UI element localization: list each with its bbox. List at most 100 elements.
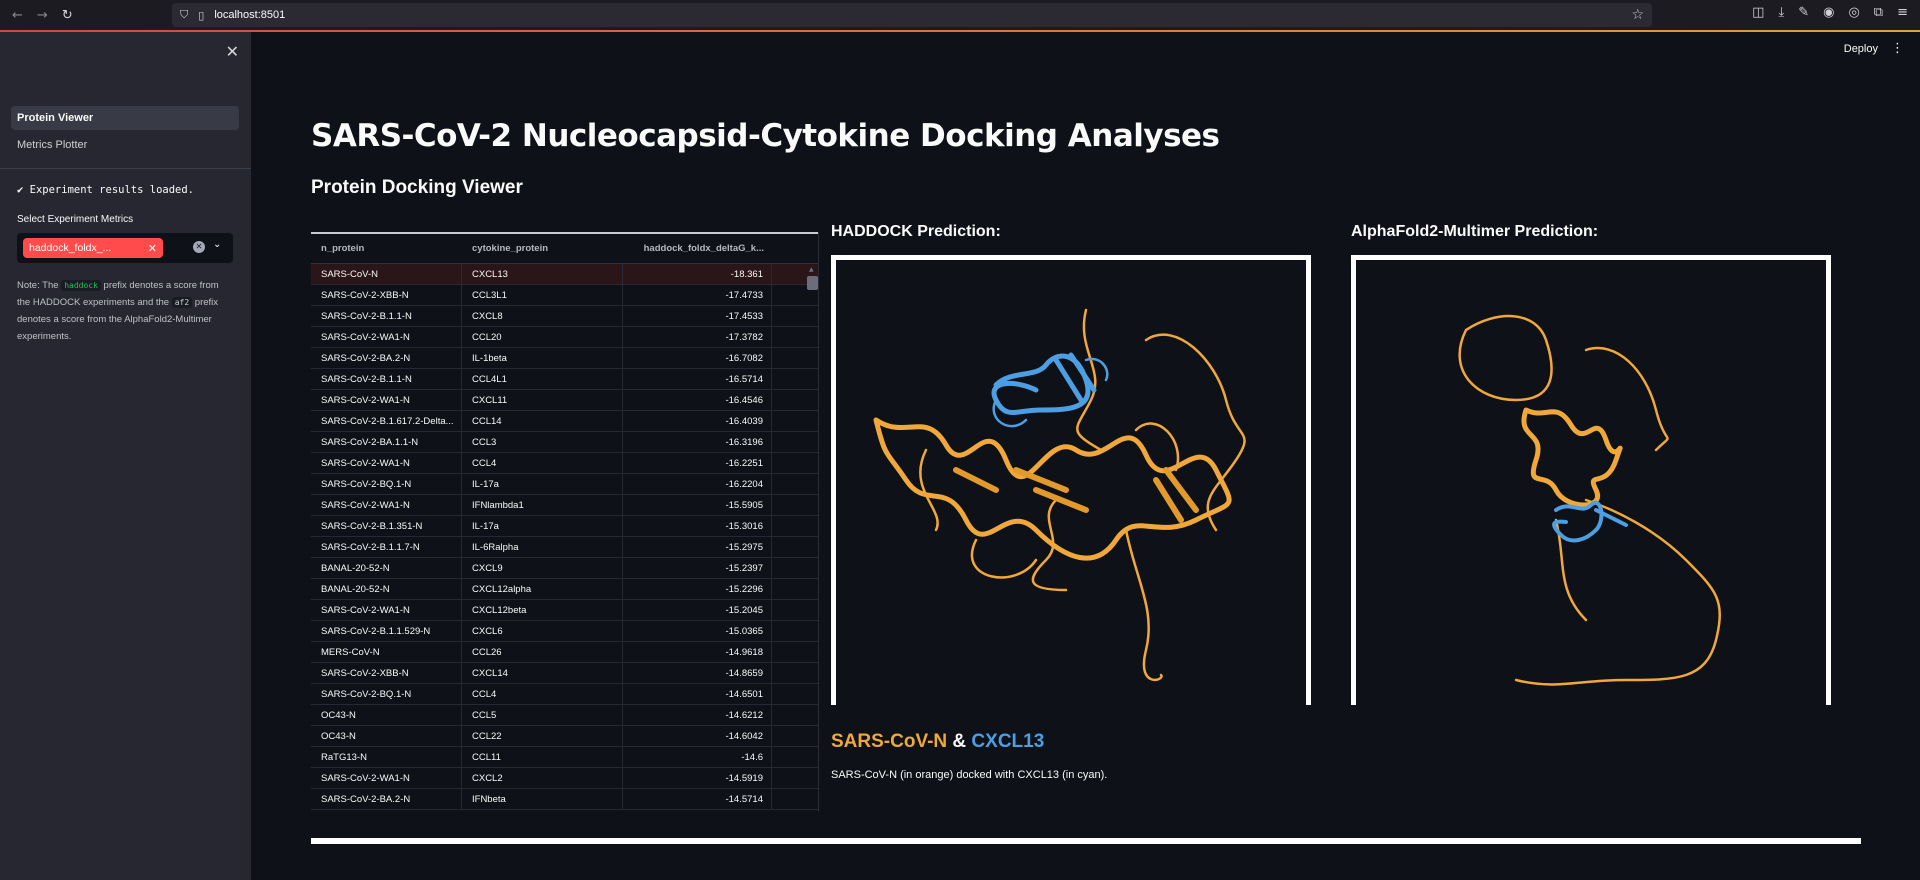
cell-score[interactable]: -14.6042 bbox=[623, 725, 772, 747]
cell-n-protein[interactable]: SARS-CoV-2-WA1-N bbox=[311, 767, 462, 789]
cell-cytokine-protein[interactable]: CCL22 bbox=[462, 725, 623, 747]
shield-icon[interactable]: ⛉ bbox=[180, 8, 189, 21]
table-row[interactable]: SARS-CoV-2-XBB-N CXCL14 -14.8659 bbox=[311, 662, 819, 684]
cell-score[interactable]: -14.6501 bbox=[623, 683, 772, 705]
account-circle-icon[interactable]: ◎ bbox=[1848, 5, 1860, 20]
scroll-thumb[interactable] bbox=[807, 276, 818, 290]
table-row[interactable]: SARS-CoV-2-B.1.1.529-N CXCL6 -15.0365 bbox=[311, 620, 819, 642]
table-row[interactable]: SARS-CoV-N CXCL13 -18.361 bbox=[311, 263, 819, 285]
pocket-icon[interactable]: ◫ bbox=[1752, 5, 1765, 20]
cell-cytokine-protein[interactable]: CCL20 bbox=[462, 326, 623, 348]
cell-n-protein[interactable]: BANAL-20-52-N bbox=[311, 557, 462, 579]
cell-score[interactable]: -17.3782 bbox=[623, 326, 772, 348]
cell-cytokine-protein[interactable]: CCL5 bbox=[462, 704, 623, 726]
cell-score[interactable]: -16.7082 bbox=[623, 347, 772, 369]
arrow-right-icon[interactable]: → bbox=[36, 7, 48, 23]
cell-cytokine-protein[interactable]: CCL4 bbox=[462, 452, 623, 474]
cell-cytokine-protein[interactable]: CCL14 bbox=[462, 410, 623, 432]
results-table[interactable]: n_protein cytokine_protein haddock_foldx… bbox=[311, 232, 819, 812]
cell-n-protein[interactable]: SARS-CoV-2-B.1.1.529-N bbox=[311, 620, 462, 642]
cell-cytokine-protein[interactable]: CXCL11 bbox=[462, 389, 623, 411]
cell-score[interactable]: -16.4039 bbox=[623, 410, 772, 432]
cell-n-protein[interactable]: SARS-CoV-2-B.1.617.2-Delta... bbox=[311, 410, 462, 432]
cell-score[interactable]: -16.3196 bbox=[623, 431, 772, 453]
table-row[interactable]: SARS-CoV-2-B.1.617.2-Delta... CCL14 -16.40… bbox=[311, 410, 819, 432]
cell-cytokine-protein[interactable]: CCL4 bbox=[462, 683, 623, 705]
cell-n-protein[interactable]: SARS-CoV-2-BQ.1-N bbox=[311, 683, 462, 705]
cell-score[interactable]: -15.2975 bbox=[623, 536, 772, 558]
cell-cytokine-protein[interactable]: CXCL14 bbox=[462, 662, 623, 684]
cell-n-protein[interactable]: SARS-CoV-2-WA1-N bbox=[311, 599, 462, 621]
cell-cytokine-protein[interactable]: CXCL12beta bbox=[462, 599, 623, 621]
selected-metric-tag[interactable]: haddock_foldx_... ✕ bbox=[23, 238, 163, 258]
cell-cytokine-protein[interactable]: IL-6Ralpha bbox=[462, 536, 623, 558]
table-row[interactable]: SARS-CoV-2-BQ.1-N IL-17a -16.2204 bbox=[311, 473, 819, 495]
address-bar[interactable]: ⛉ ▯ localhost:8501 ☆ bbox=[172, 3, 1652, 27]
table-row[interactable]: BANAL-20-52-N CXCL12alpha -15.2296 bbox=[311, 578, 819, 600]
table-row[interactable]: SARS-CoV-2-XBB-N CCL3L1 -17.4733 bbox=[311, 284, 819, 306]
af2-viewer[interactable] bbox=[1351, 255, 1831, 705]
cell-score[interactable]: -14.6212 bbox=[623, 704, 772, 726]
cell-cytokine-protein[interactable]: CXCL9 bbox=[462, 557, 623, 579]
cell-cytokine-protein[interactable]: CXCL13 bbox=[462, 263, 623, 285]
cell-score[interactable]: -18.361 bbox=[623, 263, 772, 285]
cell-n-protein[interactable]: SARS-CoV-2-BA.2-N bbox=[311, 347, 462, 369]
cell-n-protein[interactable]: SARS-CoV-2-BA.1.1-N bbox=[311, 431, 462, 453]
sidebar-item-protein-viewer[interactable]: Protein Viewer bbox=[11, 106, 239, 130]
table-row[interactable]: SARS-CoV-2-WA1-N CXCL11 -16.4546 bbox=[311, 389, 819, 411]
cell-cytokine-protein[interactable]: CXCL12alpha bbox=[462, 578, 623, 600]
arrow-left-icon[interactable]: ← bbox=[12, 7, 23, 23]
cell-score[interactable]: -14.9618 bbox=[623, 641, 772, 663]
url-text[interactable]: localhost:8501 bbox=[214, 9, 286, 21]
column-header-cytokine-protein[interactable]: cytokine_protein bbox=[472, 243, 549, 254]
cell-score[interactable]: -16.2251 bbox=[623, 452, 772, 474]
reload-icon[interactable]: ↻ bbox=[61, 7, 73, 23]
table-row[interactable]: RaTG13-N CCL11 -14.6 bbox=[311, 746, 819, 768]
table-row[interactable]: SARS-CoV-2-B.1.1-N CXCL8 -17.4533 bbox=[311, 305, 819, 327]
cell-n-protein[interactable]: SARS-CoV-2-B.1.1.7-N bbox=[311, 536, 462, 558]
cell-score[interactable]: -15.5905 bbox=[623, 494, 772, 516]
cell-n-protein[interactable]: SARS-CoV-N bbox=[311, 263, 462, 285]
table-row[interactable]: SARS-CoV-2-WA1-N CCL4 -16.2251 bbox=[311, 452, 819, 474]
cell-cytokine-protein[interactable]: IL-17a bbox=[462, 473, 623, 495]
deploy-button[interactable]: Deploy bbox=[1843, 43, 1878, 55]
chevron-down-icon[interactable]: ⌄ bbox=[213, 239, 222, 250]
bookmark-star-icon[interactable]: ☆ bbox=[1631, 7, 1644, 23]
metrics-multiselect[interactable]: haddock_foldx_... ✕ ✕ ⌄ bbox=[17, 233, 233, 263]
download-icon[interactable]: ⤓ bbox=[1778, 5, 1785, 20]
cell-score[interactable]: -15.3016 bbox=[623, 515, 772, 537]
cell-n-protein[interactable]: OC43-N bbox=[311, 704, 462, 726]
column-header-n-protein[interactable]: n_protein bbox=[321, 243, 365, 254]
table-row[interactable]: SARS-CoV-2-B.1.351-N IL-17a -15.3016 bbox=[311, 515, 819, 537]
cell-n-protein[interactable]: RaTG13-N bbox=[311, 746, 462, 768]
cell-n-protein[interactable]: SARS-CoV-2-WA1-N bbox=[311, 389, 462, 411]
cell-cytokine-protein[interactable]: CCL11 bbox=[462, 746, 623, 768]
cell-score[interactable]: -14.5919 bbox=[623, 767, 772, 789]
cell-cytokine-protein[interactable]: IL-1beta bbox=[462, 347, 623, 369]
cell-score[interactable]: -14.8659 bbox=[623, 662, 772, 684]
table-row[interactable]: SARS-CoV-2-BA.1.1-N CCL3 -16.3196 bbox=[311, 431, 819, 453]
table-row[interactable]: OC43-N CCL22 -14.6042 bbox=[311, 725, 819, 747]
table-row[interactable]: SARS-CoV-2-WA1-N CCL20 -17.3782 bbox=[311, 326, 819, 348]
account-icon[interactable]: ◉ bbox=[1823, 5, 1835, 20]
sidebar-item-metrics-plotter[interactable]: Metrics Plotter bbox=[17, 139, 88, 151]
cell-cytokine-protein[interactable]: IFNlambda1 bbox=[462, 494, 623, 516]
cell-n-protein[interactable]: SARS-CoV-2-B.1.351-N bbox=[311, 515, 462, 537]
cell-cytokine-protein[interactable]: IL-17a bbox=[462, 515, 623, 537]
cell-score[interactable]: -14.6 bbox=[623, 746, 772, 768]
table-row[interactable]: SARS-CoV-2-BA.2-N IL-1beta -16.7082 bbox=[311, 347, 819, 369]
table-row[interactable]: SARS-CoV-2-BA.2-N IFNbeta -14.5714 bbox=[311, 788, 819, 810]
cell-score[interactable]: -15.0365 bbox=[623, 620, 772, 642]
table-row[interactable]: SARS-CoV-2-WA1-N IFNlambda1 -15.5905 bbox=[311, 494, 819, 516]
column-header-score[interactable]: haddock_foldx_deltaG_k... bbox=[643, 243, 764, 254]
cell-n-protein[interactable]: SARS-CoV-2-BQ.1-N bbox=[311, 473, 462, 495]
cell-cytokine-protein[interactable]: CCL4L1 bbox=[462, 368, 623, 390]
cell-cytokine-protein[interactable]: CCL3 bbox=[462, 431, 623, 453]
cell-n-protein[interactable]: SARS-CoV-2-B.1.1-N bbox=[311, 368, 462, 390]
cell-cytokine-protein[interactable]: CXCL2 bbox=[462, 767, 623, 789]
table-row[interactable]: SARS-CoV-2-B.1.1.7-N IL-6Ralpha -15.2975 bbox=[311, 536, 819, 558]
cell-score[interactable]: -16.4546 bbox=[623, 389, 772, 411]
menu-icon[interactable]: ≡ bbox=[1897, 5, 1908, 20]
table-scrollbar[interactable]: ▲ bbox=[806, 264, 818, 804]
table-row[interactable]: SARS-CoV-2-B.1.1-N CCL4L1 -16.5714 bbox=[311, 368, 819, 390]
